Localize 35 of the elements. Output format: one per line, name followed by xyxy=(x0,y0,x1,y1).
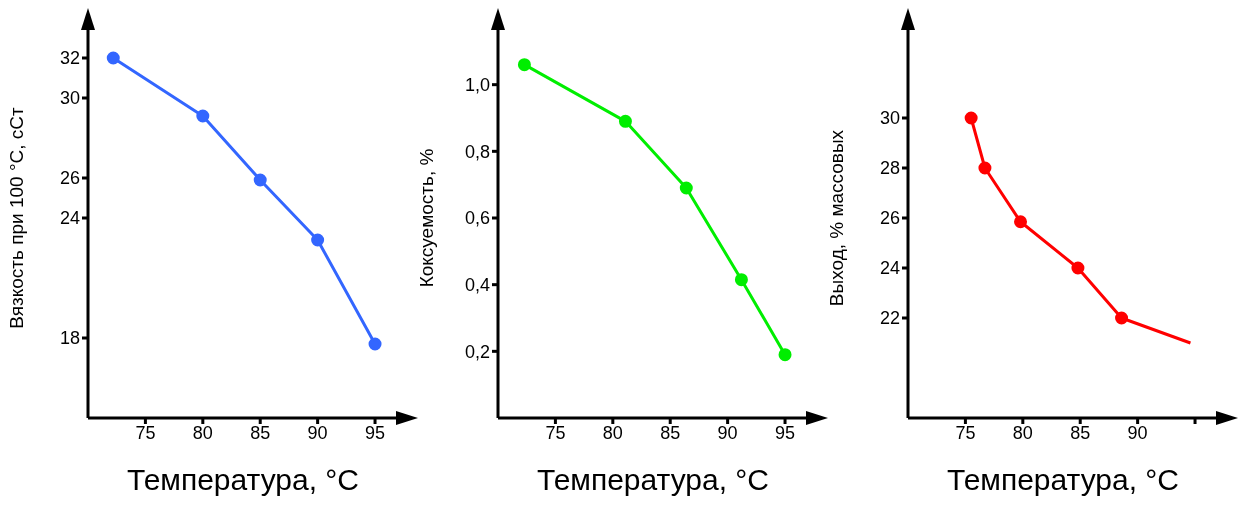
x-tick-label: 85 xyxy=(1070,422,1091,443)
y-tick-label: 32 xyxy=(59,48,80,69)
y-tick-label: 30 xyxy=(879,108,900,129)
x-tick-label: 90 xyxy=(1127,422,1148,443)
y-tick-label: 26 xyxy=(59,168,80,189)
y-tick-label: 28 xyxy=(879,158,900,179)
y-tick-label: 30 xyxy=(59,88,80,109)
x-axis-title: Температура, °C xyxy=(126,463,360,496)
x-tick-label: 90 xyxy=(307,422,328,443)
y-tick-label: 18 xyxy=(59,328,80,349)
y-axis-title: Вязкость при 100 °C, сСт xyxy=(5,106,27,329)
y-axis-title: Коксуемость, % xyxy=(415,148,437,288)
x-axis-title: Температура, °C xyxy=(946,463,1180,496)
y-tick-label: 0,6 xyxy=(464,208,490,229)
x-tick-label: 75 xyxy=(135,422,156,443)
y-tick-label: 0,8 xyxy=(464,141,490,162)
x-axis-title: Температура, °C xyxy=(536,463,770,496)
x-tick-label: 80 xyxy=(192,422,213,443)
x-tick-label: 85 xyxy=(250,422,271,443)
x-tick-label: 75 xyxy=(955,422,976,443)
y-tick-label: 1,0 xyxy=(464,75,490,96)
y-tick-label: 0,4 xyxy=(464,275,490,296)
y-tick-label: 26 xyxy=(879,208,900,229)
x-tick-label: 95 xyxy=(365,422,386,443)
y-tick-label: 0,2 xyxy=(464,341,490,362)
x-tick-label: 85 xyxy=(660,422,681,443)
y-tick-label: 22 xyxy=(879,308,900,329)
x-tick-label: 80 xyxy=(1012,422,1033,443)
x-tick-label: 80 xyxy=(602,422,623,443)
y-axis-title: Выход, % массовых xyxy=(825,129,847,307)
x-tick-label: 75 xyxy=(545,422,566,443)
y-tick-label: 24 xyxy=(879,258,900,279)
y-tick-label: 24 xyxy=(59,208,80,229)
x-tick-label: 95 xyxy=(775,422,796,443)
x-tick-label: 90 xyxy=(717,422,738,443)
